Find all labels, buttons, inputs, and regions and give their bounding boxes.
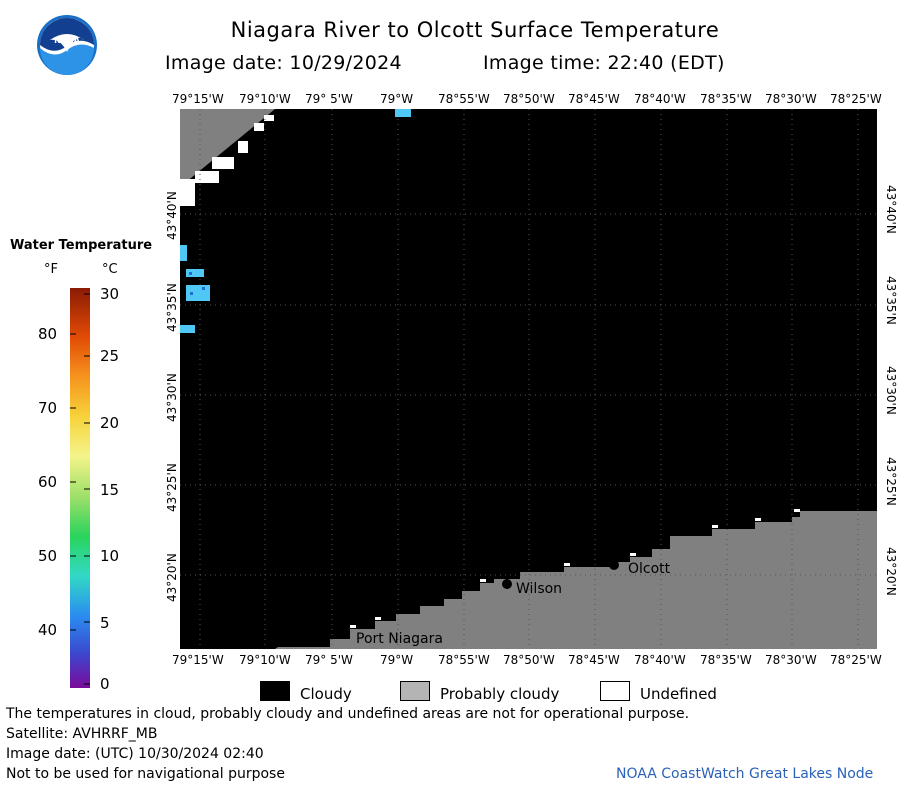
grid-lines xyxy=(180,109,877,649)
land-nw xyxy=(180,109,275,187)
page-title: Niagara River to Olcott Surface Temperat… xyxy=(230,18,720,42)
legend-f-tick: 80 xyxy=(38,325,58,343)
image-date: Image date: 10/29/2024 xyxy=(165,52,402,74)
lon-label-bottom: 78°55'W xyxy=(438,653,490,667)
lat-label-left: 43°35'N xyxy=(165,283,179,332)
lon-label-bottom: 78°30'W xyxy=(765,653,817,667)
lon-label-bottom: 79°15'W xyxy=(172,653,224,667)
lon-label-bottom: 79° 5'W xyxy=(305,653,353,667)
legend-title: Water Temperature xyxy=(10,238,153,253)
legend-c-tick: 30 xyxy=(100,285,120,303)
lon-label-top: 79°10'W xyxy=(239,92,291,106)
port-niagara-label: Port Niagara xyxy=(356,631,443,647)
lon-label-top: 78°40'W xyxy=(634,92,686,106)
lat-label-left: 43°30'N xyxy=(165,373,179,422)
temperature-map: Olcott Wilson Port Niagara xyxy=(180,109,877,649)
lat-label-left: 43°20'N xyxy=(165,553,179,602)
water-pixel-edges xyxy=(189,272,205,295)
legend-c-tick: 5 xyxy=(100,614,110,632)
lon-label-top: 78°35'W xyxy=(700,92,752,106)
legend-f-tick: 60 xyxy=(38,473,58,491)
image-time: Image time: 22:40 (EDT) xyxy=(483,52,725,74)
probably-cloudy-swatch xyxy=(400,681,430,701)
lon-label-top: 78°45'W xyxy=(568,92,620,106)
lon-label-top: 79° 5'W xyxy=(305,92,353,106)
utc-date-text: Image date: (UTC) 10/30/2024 02:40 xyxy=(6,746,264,762)
port-niagara-marker xyxy=(338,629,348,639)
credit-text: NOAA CoastWatch Great Lakes Node xyxy=(616,766,874,782)
undefined-label: Undefined xyxy=(640,685,717,703)
olcott-label: Olcott xyxy=(628,561,671,577)
lon-label-bottom: 79°W xyxy=(380,653,414,667)
coast-undefined xyxy=(350,509,800,628)
legend-f-tick: 50 xyxy=(38,547,58,565)
lat-label-right: 43°20'N xyxy=(884,547,898,596)
legend-unit-fahrenheit: °F xyxy=(44,262,58,277)
lon-label-bottom: 78°50'W xyxy=(503,653,555,667)
lon-label-bottom: 78°35'W xyxy=(700,653,752,667)
logo-text: NOAA xyxy=(54,36,80,45)
noaa-logo-icon: NOAA xyxy=(37,15,97,75)
legend-c-tick: 10 xyxy=(100,547,120,565)
cloudy-label: Cloudy xyxy=(300,685,352,703)
lon-label-bottom: 78°45'W xyxy=(568,653,620,667)
lon-label-bottom: 79°10'W xyxy=(239,653,291,667)
lon-label-bottom: 78°25'W xyxy=(830,653,882,667)
legend-f-tick: 70 xyxy=(38,399,58,417)
legend-c-tick: 25 xyxy=(100,347,120,365)
lat-label-right: 43°30'N xyxy=(884,366,898,415)
lat-label-left: 43°40'N xyxy=(165,191,179,240)
wilson-label: Wilson xyxy=(516,581,562,597)
lon-label-top: 78°25'W xyxy=(830,92,882,106)
legend-c-tick: 20 xyxy=(100,414,120,432)
lon-label-top: 78°30'W xyxy=(765,92,817,106)
lat-label-right: 43°40'N xyxy=(884,185,898,234)
legend-c-tick: 15 xyxy=(100,481,120,499)
lon-label-top: 78°55'W xyxy=(438,92,490,106)
legend-unit-celsius: °C xyxy=(102,262,118,277)
lon-label-top: 78°50'W xyxy=(503,92,555,106)
lat-label-left: 43°25'N xyxy=(165,463,179,512)
legend-c-tick: 0 xyxy=(100,675,110,693)
wilson-marker xyxy=(502,579,512,589)
lon-label-top: 79°W xyxy=(380,92,414,106)
legend-f-tick: 40 xyxy=(38,621,58,639)
lat-label-right: 43°25'N xyxy=(884,457,898,506)
navigation-warning: Not to be used for navigational purpose xyxy=(6,766,285,782)
lat-label-right: 43°35'N xyxy=(884,276,898,325)
disclaimer-text: The temperatures in cloud, probably clou… xyxy=(6,706,690,722)
undefined-swatch xyxy=(600,681,630,701)
satellite-text: Satellite: AVHRRF_MB xyxy=(6,726,158,742)
lon-label-top: 79°15'W xyxy=(172,92,224,106)
olcott-marker xyxy=(609,560,619,570)
probably-cloudy-label: Probably cloudy xyxy=(440,685,560,703)
color-scale xyxy=(70,288,90,688)
lon-label-bottom: 78°40'W xyxy=(634,653,686,667)
cloudy-swatch xyxy=(260,681,290,701)
undefined-area xyxy=(180,115,274,206)
